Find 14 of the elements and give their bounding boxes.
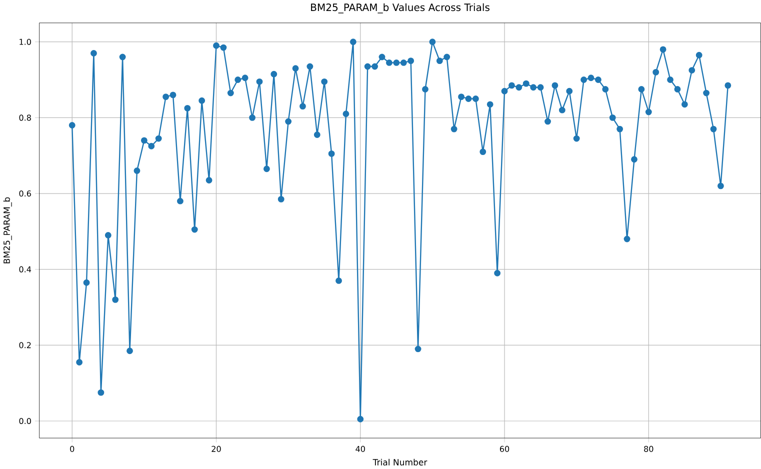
y-tick-label: 0.2 <box>19 342 31 348</box>
x-axis-title: Trial Number <box>372 458 428 466</box>
x-tick-label: 80 <box>644 446 654 452</box>
y-tick-label: 0.6 <box>19 190 31 197</box>
chart-title: BM25_PARAM_b Values Across Trials <box>311 3 490 14</box>
y-tick-label: 0.8 <box>19 114 31 121</box>
y-tick-label: 0.0 <box>19 418 31 424</box>
y-axis-title: BM25_PARAM_b <box>3 197 12 264</box>
x-tick-label: 20 <box>212 446 221 452</box>
y-tick-label: 1.0 <box>20 38 31 45</box>
x-tick-label: 0 <box>70 446 74 452</box>
y-tick-label: 0.4 <box>19 266 32 272</box>
x-tick-label: 60 <box>500 446 510 452</box>
x-tick-label: 40 <box>356 446 365 452</box>
